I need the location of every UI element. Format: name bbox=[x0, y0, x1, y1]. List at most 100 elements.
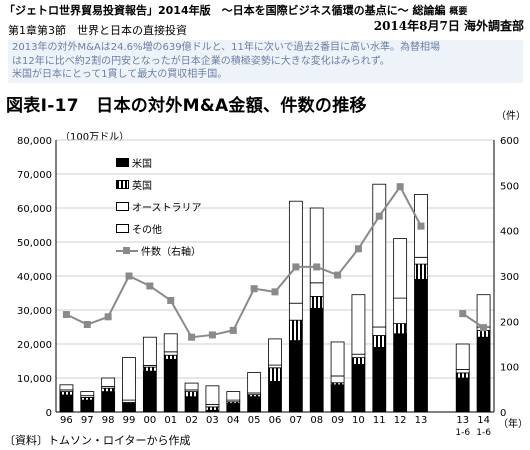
bar-us bbox=[372, 346, 387, 413]
bar-uk bbox=[142, 366, 157, 372]
bar-uk bbox=[393, 323, 408, 335]
bar-us bbox=[414, 278, 428, 413]
overview-suffix: 概要 bbox=[449, 7, 468, 17]
x-tick-label: 05 bbox=[248, 415, 261, 426]
bar-other bbox=[309, 207, 324, 284]
summary-box: 2013年の対外M&Aは24.6%増の639億ドルと、11年に次いで過去2番目に… bbox=[8, 40, 523, 83]
chart-legend: 米国 英国 オーストラリア その他 件数（右軸） bbox=[116, 151, 202, 261]
y-tick-label: 0 bbox=[46, 408, 52, 419]
legend-swatch-uk bbox=[116, 179, 129, 189]
bar-us bbox=[142, 370, 157, 413]
x-tick-label: 12 bbox=[394, 415, 407, 426]
count-marker bbox=[146, 282, 154, 290]
y2-tick-label: 600 bbox=[500, 136, 519, 147]
bar-uk bbox=[455, 372, 470, 379]
y-tick-label: 50,000 bbox=[17, 238, 52, 249]
legend-item-count: 件数（右軸） bbox=[116, 239, 202, 261]
x-tick-label: 11 bbox=[373, 415, 386, 426]
bar-uk bbox=[163, 354, 178, 360]
bar-us bbox=[288, 340, 303, 413]
count-marker bbox=[292, 263, 300, 271]
bar-uk bbox=[288, 319, 303, 342]
count-marker bbox=[396, 183, 404, 191]
bar-uk bbox=[414, 263, 428, 280]
y-tick-label: 20,000 bbox=[17, 340, 52, 351]
bar-other bbox=[226, 391, 241, 401]
y2-tick-label: 100 bbox=[500, 363, 519, 374]
bar-us bbox=[247, 396, 262, 413]
bar-au bbox=[163, 351, 178, 356]
legend-swatch-us bbox=[116, 157, 129, 167]
bar-other bbox=[393, 238, 408, 299]
overview-label: 総論編 bbox=[412, 4, 446, 17]
y-tick-label: 60,000 bbox=[17, 204, 52, 215]
legend-item-au: オーストラリア bbox=[116, 195, 202, 217]
x-tick-label: 01 bbox=[164, 415, 177, 426]
x-tick-label: 13 bbox=[456, 415, 469, 426]
x-tick-label: 14 bbox=[477, 415, 490, 426]
count-marker bbox=[480, 324, 488, 332]
x-tick-label: 98 bbox=[102, 415, 115, 426]
summary-line-1: 2013年の対外M&Aは24.6%増の639億ドルと、11年に次いで過去2番目に… bbox=[12, 42, 440, 53]
bar-us bbox=[393, 333, 408, 413]
x-tick-label: 96 bbox=[60, 415, 73, 426]
report-title-text: 「ジェトロ世界貿易投資報告」2014年版 ～日本を国際ビジネス循環の基点に～ bbox=[4, 4, 409, 17]
legend-item-uk: 英国 bbox=[116, 173, 202, 195]
legend-label-us: 米国 bbox=[132, 158, 152, 170]
count-marker bbox=[62, 311, 70, 319]
x-tick-label: 00 bbox=[143, 415, 156, 426]
count-marker bbox=[167, 296, 175, 304]
count-marker bbox=[104, 313, 112, 321]
summary-line-2: は12年に比べ約2割の円安となったが日本企業の積極姿勢に大きな変化はみられず。 bbox=[12, 55, 390, 67]
count-marker bbox=[271, 288, 279, 296]
bar-us bbox=[455, 377, 470, 413]
y2-tick-label: 200 bbox=[500, 317, 519, 328]
count-marker bbox=[208, 331, 216, 339]
bar-us bbox=[163, 358, 178, 413]
bar-uk bbox=[59, 391, 74, 396]
bar-au bbox=[288, 302, 303, 321]
bar-au bbox=[455, 369, 470, 374]
bar-other bbox=[101, 377, 116, 387]
figure-title: 図表Ⅰ-17 日本の対外M&A金額、件数の推移 bbox=[6, 96, 367, 116]
y2-tick-label: 500 bbox=[500, 181, 519, 192]
bar-au bbox=[393, 297, 408, 325]
legend-item-us: 米国 bbox=[116, 151, 202, 173]
count-marker bbox=[313, 263, 321, 271]
summary-line-3: 米国が日本にとって1貫して最大の買収相手国。 bbox=[12, 69, 228, 81]
bar-uk bbox=[351, 357, 366, 365]
count-marker bbox=[125, 272, 133, 280]
x-tick-label: 06 bbox=[269, 415, 282, 426]
y-tick-label: 80,000 bbox=[17, 136, 52, 147]
x-tick-label: 1-6 bbox=[455, 428, 470, 438]
bar-us bbox=[122, 403, 136, 413]
bar-uk bbox=[101, 387, 116, 393]
x-tick-label: 08 bbox=[310, 415, 323, 426]
x-tick-label: 99 bbox=[123, 415, 136, 426]
bar-other bbox=[205, 385, 220, 405]
bar-uk bbox=[372, 335, 387, 348]
bar-other bbox=[142, 336, 157, 366]
left-axis-unit: （100万ドル） bbox=[60, 132, 130, 143]
bar-uk bbox=[205, 406, 220, 411]
bar-au bbox=[268, 364, 282, 369]
bar-us bbox=[226, 403, 241, 413]
bar-au bbox=[351, 353, 366, 359]
report-date: 2014年8月7日 海外調査部 bbox=[373, 19, 524, 33]
legend-item-other: その他 bbox=[116, 217, 202, 239]
y-tick-label: 40,000 bbox=[17, 272, 52, 283]
bar-other bbox=[372, 183, 387, 328]
x-tick-label: 07 bbox=[289, 415, 302, 426]
bar-other bbox=[455, 343, 470, 370]
legend-label-uk: 英国 bbox=[132, 180, 152, 192]
count-line bbox=[65, 184, 422, 339]
count-marker bbox=[459, 310, 467, 318]
legend-label-au: オーストラリア bbox=[132, 202, 202, 214]
right-axis-unit: （件） bbox=[496, 111, 526, 122]
bar-other bbox=[288, 200, 303, 304]
bar-us bbox=[59, 394, 74, 413]
bar-uk bbox=[184, 391, 199, 398]
bar-us bbox=[309, 307, 324, 413]
x-axis-suffix: （年） bbox=[498, 417, 528, 430]
